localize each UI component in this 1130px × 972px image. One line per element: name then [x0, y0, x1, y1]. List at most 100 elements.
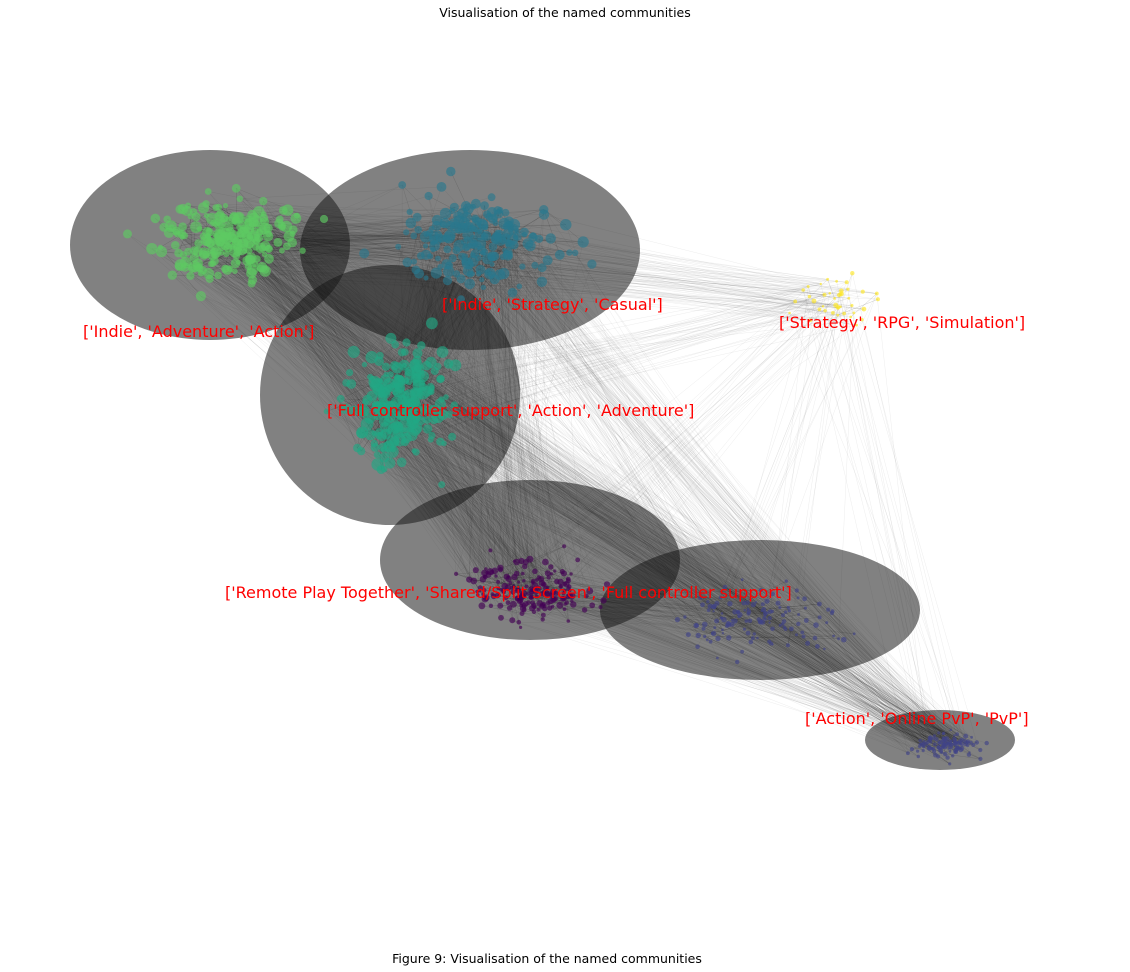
graph-edge [491, 264, 543, 605]
graph-edge [397, 246, 524, 574]
graph-edge [261, 230, 444, 415]
graph-edge [472, 254, 825, 295]
graph-node [916, 754, 920, 759]
graph-edge [192, 268, 852, 306]
graph-edge [378, 435, 544, 616]
graph-edge [425, 254, 441, 380]
graph-node [503, 573, 510, 580]
graph-edge [472, 206, 765, 619]
graph-node [208, 260, 215, 268]
graph-edge [521, 605, 925, 747]
graph-node [948, 750, 952, 753]
graph-edge [374, 447, 731, 604]
graph-edge [236, 255, 790, 314]
graph-edge [534, 606, 733, 621]
graph-edge [547, 260, 966, 744]
graph-edge [261, 229, 478, 247]
graph-edge [385, 434, 526, 563]
graph-node [767, 609, 773, 614]
graph-node [786, 605, 790, 610]
graph-node [231, 183, 241, 193]
graph-edge [377, 306, 824, 385]
graph-node [436, 376, 443, 383]
graph-node [801, 634, 806, 639]
graph-edge [209, 278, 703, 606]
graph-edge [381, 406, 763, 605]
graph-edge [235, 263, 951, 731]
graph-node [846, 287, 850, 291]
graph-edge [508, 221, 842, 292]
graph-edge [945, 753, 981, 760]
graph-edge [416, 365, 501, 570]
graph-edge [441, 399, 543, 584]
graph-edge [409, 371, 792, 630]
graph-edge [291, 242, 371, 419]
graph-node [464, 236, 471, 243]
graph-edge [861, 319, 968, 746]
graph-edge [405, 414, 926, 744]
graph-node [430, 246, 436, 253]
graph-edge [422, 392, 933, 749]
graph-edge [724, 586, 950, 742]
graph-edge [512, 292, 750, 612]
graph-edge [243, 242, 771, 612]
graph-edge [378, 435, 714, 634]
graph-node [801, 288, 805, 292]
graph-node [448, 432, 457, 441]
graph-edge [364, 245, 435, 254]
graph-node [175, 204, 185, 214]
graph-edge [451, 436, 771, 612]
graph-node [745, 630, 751, 636]
graph-edge [176, 230, 502, 590]
graph-edge [215, 251, 485, 577]
graph-node [918, 738, 922, 743]
graph-edge [399, 387, 754, 605]
graph-edge [441, 226, 507, 485]
graph-edge [442, 414, 786, 630]
graph-edge [530, 597, 763, 611]
graph-node [403, 229, 410, 236]
graph-edge [192, 268, 956, 740]
graph-edge [723, 296, 810, 620]
graph-edge [223, 218, 972, 738]
graph-edge [387, 406, 945, 740]
graph-node [211, 250, 220, 259]
graph-edge [248, 250, 715, 628]
graph-edge [397, 291, 863, 393]
graph-node [123, 229, 132, 239]
graph-edge [527, 243, 549, 594]
graph-node [242, 248, 248, 254]
graph-node [516, 283, 523, 290]
graph-edge [379, 409, 944, 741]
graph-edge [518, 621, 781, 626]
graph-edge [441, 304, 836, 400]
graph-node [203, 212, 210, 219]
graph-edge [178, 252, 770, 642]
graph-edge [379, 409, 937, 740]
graph-edge [517, 243, 529, 599]
graph-edge [207, 235, 729, 625]
graph-edge [772, 300, 815, 645]
graph-edge [409, 419, 935, 745]
graph-node [821, 305, 825, 308]
graph-edge [190, 275, 431, 388]
graph-node [385, 332, 397, 344]
graph-edge [430, 386, 920, 745]
graph-node [454, 224, 465, 234]
graph-node [210, 219, 217, 227]
graph-edge [394, 424, 765, 613]
graph-edge [406, 380, 790, 611]
graph-edge [151, 248, 531, 598]
graph-edge [394, 440, 766, 615]
graph-node [554, 249, 565, 260]
graph-node [951, 754, 955, 758]
graph-edge [713, 606, 943, 748]
graph-edge [408, 404, 950, 765]
graph-edge [499, 210, 726, 588]
graph-edge [237, 243, 811, 321]
graph-node [941, 732, 945, 735]
graph-edge [807, 286, 924, 747]
graph-node [817, 307, 822, 312]
graph-node [428, 431, 436, 440]
graph-edge [467, 246, 946, 741]
